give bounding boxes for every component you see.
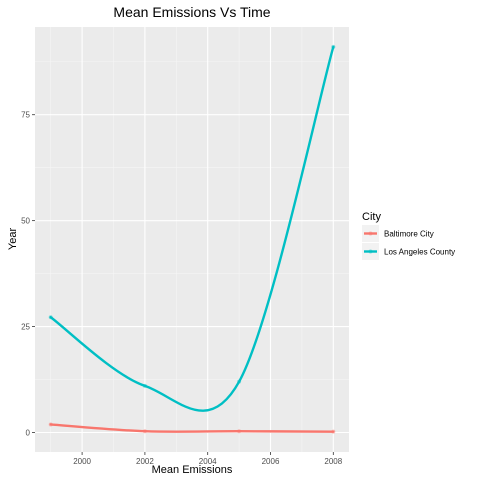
y-tick-label: 0 [26, 429, 31, 438]
data-point-0-1 [142, 429, 147, 434]
y-axis-ticks: 0 25 50 75 [21, 111, 35, 438]
legend-title: City [362, 211, 381, 223]
legend-label: Los Angeles County [384, 248, 455, 257]
data-point-0-3 [331, 429, 336, 434]
data-point-1-3 [331, 44, 336, 49]
y-tick-label: 25 [21, 323, 30, 332]
y-axis-title: Year [7, 228, 19, 251]
data-point-0-2 [237, 429, 242, 434]
x-tick-label: 2000 [73, 457, 91, 466]
chart-title: Mean Emissions Vs Time [113, 4, 270, 20]
series-line-1 [49, 45, 335, 412]
x-tick-label: 2006 [262, 457, 280, 466]
legend-label: Baltimore City [384, 230, 434, 239]
x-tick-label: 2004 [199, 457, 217, 466]
legend: City Baltimore City Los Angeles County [362, 211, 455, 260]
x-axis-title: Mean Emissions [152, 464, 233, 476]
y-tick-label: 50 [21, 217, 30, 226]
plot-panel [35, 27, 349, 452]
data-point-1-2 [237, 379, 242, 384]
data-point-1-0 [48, 315, 53, 320]
data-point-0-0 [48, 422, 53, 427]
legend-items: Baltimore City Los Angeles County [362, 225, 455, 260]
x-tick-label: 2002 [136, 457, 154, 466]
series-points [48, 44, 336, 434]
series-lines [49, 45, 335, 433]
x-axis-ticks: 2000 2002 2004 2006 2008 [73, 452, 343, 466]
x-tick-label: 2008 [324, 457, 342, 466]
grid-minor [35, 27, 349, 452]
legend-key-point [368, 231, 373, 236]
data-point-1-1 [142, 383, 147, 388]
legend-key-point [368, 249, 373, 254]
y-tick-label: 75 [21, 111, 30, 120]
series-line-0 [49, 423, 335, 433]
